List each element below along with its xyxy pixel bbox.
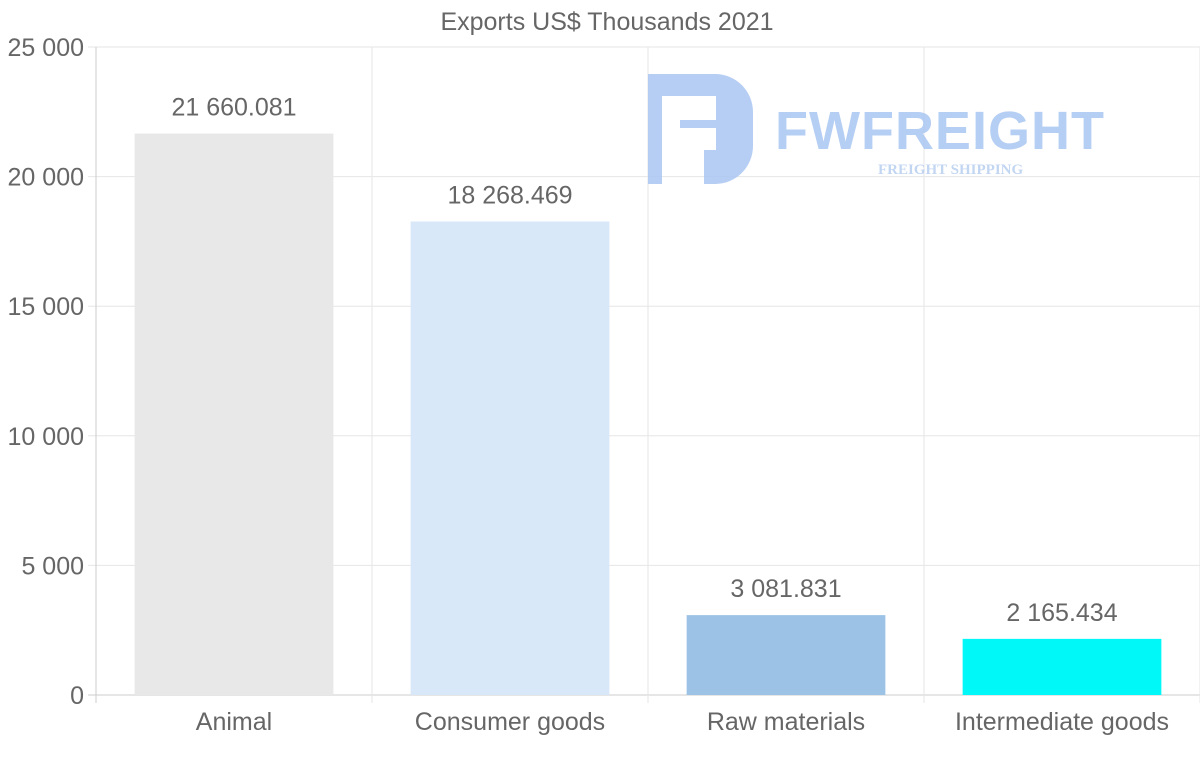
y-tick-label: 10 000 bbox=[8, 423, 84, 451]
bar[interactable] bbox=[134, 133, 334, 696]
bar-value-label: 3 081.831 bbox=[730, 575, 841, 603]
watermark-tagline: FREIGHT SHIPPING bbox=[878, 162, 1023, 178]
y-tick-label: 5 000 bbox=[21, 552, 84, 580]
x-tick-label: Consumer goods bbox=[415, 708, 605, 736]
bar-value-label: 18 268.469 bbox=[447, 181, 572, 209]
y-tick-label: 25 000 bbox=[8, 34, 84, 62]
logo-mark-icon bbox=[648, 74, 753, 184]
watermark-brand: FWFREIGHT bbox=[775, 101, 1105, 161]
x-tick-label: Raw materials bbox=[707, 708, 865, 736]
x-tick-label: Intermediate goods bbox=[955, 708, 1169, 736]
bar[interactable] bbox=[410, 221, 610, 696]
y-tick-label: 15 000 bbox=[8, 293, 84, 321]
labels-layer: 0 5 000 10 000 15 000 20 000 25 000 21 660.081… bbox=[8, 34, 1169, 736]
y-tick-label: 20 000 bbox=[8, 164, 84, 192]
bars-layer bbox=[134, 133, 1162, 696]
bar-value-label: 21 660.081 bbox=[171, 94, 296, 122]
y-tick-label: 0 bbox=[70, 682, 84, 710]
bar-value-label: 2 165.434 bbox=[1006, 599, 1117, 627]
chart-title: Exports US$ Thousands 2021 bbox=[440, 8, 773, 36]
watermark-logo: FWFREIGHT FREIGHT SHIPPING bbox=[648, 74, 1105, 184]
bar[interactable] bbox=[686, 615, 886, 695]
bar[interactable] bbox=[962, 638, 1162, 695]
x-tick-label: Animal bbox=[196, 708, 272, 736]
